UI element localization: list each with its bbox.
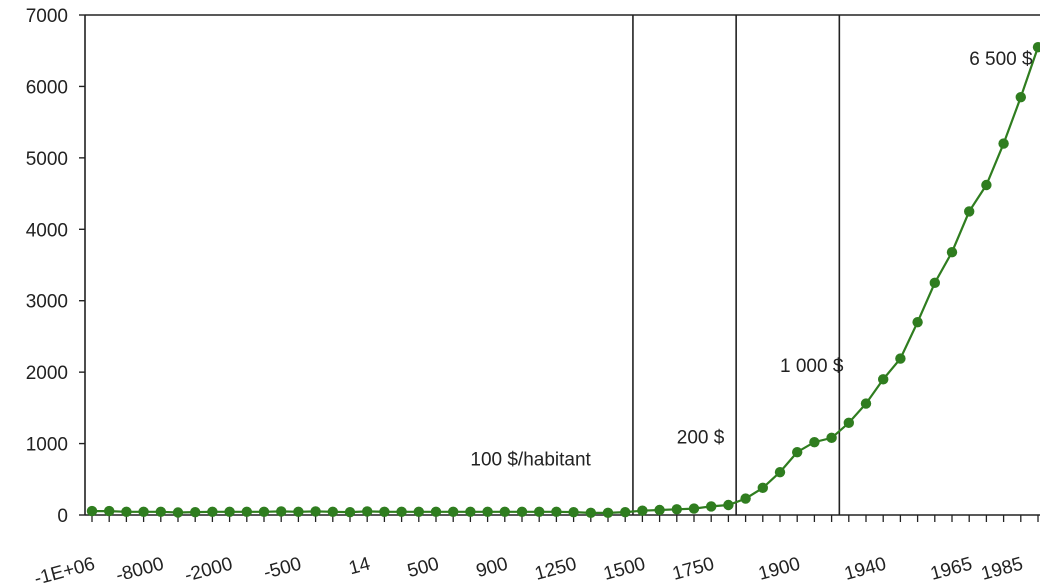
- x-tick-label: 500: [405, 554, 441, 582]
- data-point: [964, 206, 975, 217]
- data-point: [740, 493, 751, 504]
- data-point: [379, 506, 390, 517]
- era-dividers: [632, 15, 841, 515]
- data-point: [276, 506, 287, 517]
- data-point: [224, 506, 235, 517]
- data-point: [327, 506, 338, 517]
- data-point: [998, 138, 1009, 149]
- data-point: [568, 506, 579, 518]
- data-point: [138, 506, 149, 517]
- data-point: [688, 503, 700, 514]
- x-tick-label: 1985: [979, 554, 1025, 585]
- data-point: [465, 506, 476, 517]
- data-point: [706, 501, 717, 512]
- data-point: [396, 506, 407, 517]
- data-point: [757, 482, 768, 494]
- data-point: [499, 506, 510, 517]
- series-line: [92, 46, 1040, 515]
- y-tick-label: 3000: [26, 292, 68, 313]
- data-point: [344, 506, 356, 518]
- data-point: [190, 506, 201, 518]
- annotation-label: 1 000 $: [780, 356, 844, 377]
- data-point: [809, 436, 820, 448]
- data-point: [843, 417, 854, 429]
- x-tick-label: 1750: [670, 554, 716, 585]
- annotation-label: 200 $: [677, 428, 725, 449]
- data-point: [516, 506, 528, 517]
- data-point: [551, 506, 562, 517]
- x-tick-label: -2000: [183, 554, 235, 586]
- data-point: [207, 506, 218, 517]
- data-point: [878, 374, 889, 385]
- data-point: [413, 506, 424, 517]
- x-tick-label: 1940: [842, 554, 888, 585]
- data-point: [946, 246, 958, 258]
- x-tick-label: 1965: [928, 554, 974, 585]
- data-point: [241, 506, 252, 517]
- data-point: [293, 506, 304, 517]
- x-tick-label: -8000: [114, 554, 166, 586]
- y-tick-label: 4000: [26, 220, 68, 241]
- data-point: [86, 505, 98, 517]
- data-point: [585, 507, 596, 519]
- data-point: [929, 277, 940, 289]
- data-point: [860, 398, 872, 409]
- data-point: [121, 506, 132, 517]
- data-point: [172, 507, 184, 518]
- y-tick-label: 2000: [26, 363, 68, 384]
- data-point: [155, 506, 166, 517]
- series-layer: [86, 41, 1040, 519]
- chart-axes: 0 1000 2000 3000 4000 5000 6000 7000 -1E+06 -8000…: [26, 6, 1040, 586]
- x-tick-label: -500: [262, 554, 304, 584]
- data-point: [981, 179, 992, 191]
- x-tick-label: 1500: [601, 554, 647, 585]
- data-point: [258, 506, 270, 517]
- data-point: [671, 504, 682, 515]
- data-point: [362, 506, 373, 517]
- x-tick-label: 14: [347, 553, 373, 579]
- data-point: [1015, 91, 1026, 103]
- y-tick-label: 7000: [26, 6, 68, 27]
- y-tick-label: 6000: [26, 77, 68, 98]
- data-point: [534, 506, 545, 517]
- x-tick-label: 1250: [533, 554, 579, 585]
- data-point: [430, 506, 442, 517]
- data-point: [654, 504, 665, 516]
- data-point: [912, 316, 923, 328]
- data-point: [774, 466, 786, 478]
- annotation-label: 6 500 $: [969, 49, 1033, 70]
- y-tick-label: 0: [57, 506, 68, 527]
- data-point: [826, 432, 837, 444]
- x-tick-label: -1E+06: [32, 554, 97, 586]
- y-tick-label: 1000: [26, 435, 68, 456]
- data-point: [448, 506, 459, 517]
- data-point: [602, 507, 614, 519]
- data-point: [620, 506, 631, 518]
- x-tick-label: 900: [474, 554, 510, 582]
- data-point: [482, 506, 493, 517]
- data-point: [723, 499, 734, 511]
- data-point: [637, 505, 648, 516]
- data-point: [792, 446, 803, 458]
- data-point: [895, 353, 906, 364]
- data-point: [1032, 41, 1040, 53]
- y-tick-label: 5000: [26, 149, 68, 170]
- data-point: [310, 506, 321, 517]
- label-layer: 100 $/habitant 200 $ 1 000 $ 6 500 $: [470, 49, 1033, 471]
- x-tick-label: 1900: [756, 554, 802, 585]
- data-point: [104, 505, 115, 517]
- annotation-label: 100 $/habitant: [470, 450, 591, 471]
